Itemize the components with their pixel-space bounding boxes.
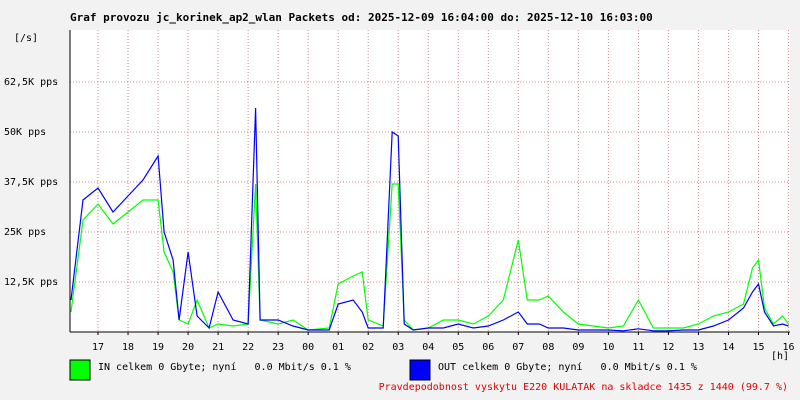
y-tick-label: 25K pps: [4, 227, 46, 238]
x-tick-label: 00: [302, 342, 314, 353]
x-tick-label: 07: [512, 342, 524, 353]
lines: [70, 107, 789, 332]
y-tick-label: 62,5K pps: [4, 77, 58, 88]
grid: [70, 30, 790, 332]
chart-title: Graf provozu jc_korinek_ap2_wlan Packets…: [70, 11, 653, 24]
x-tick-label: 02: [362, 342, 374, 353]
x-tick-label: 18: [122, 342, 134, 353]
y-tick-label: 12,5K pps: [4, 277, 58, 288]
series-line: [70, 183, 789, 331]
x-tick-label: 08: [542, 342, 554, 353]
legend-swatch: [69, 359, 91, 381]
y-tick-label: 37,5K pps: [4, 177, 58, 188]
x-tick-label: 09: [572, 342, 584, 353]
x-tick-label: 22: [242, 342, 254, 353]
x-tick-label: 12: [662, 342, 674, 353]
x-tick-label: 11: [632, 342, 644, 353]
x-tick-label: 23: [272, 342, 284, 353]
x-tick-label: 15: [752, 342, 764, 353]
x-tick-label: 20: [182, 342, 194, 353]
y-tick-label: 50K pps: [4, 127, 46, 138]
x-tick-label: 04: [422, 342, 434, 353]
series-line: [70, 107, 789, 332]
x-tick-label: 14: [722, 342, 734, 353]
legend-label: OUT celkem 0 Gbyte; nyní 0.0 Mbit/s 0.1 …: [438, 361, 697, 373]
x-tick-label: 06: [482, 342, 494, 353]
y-axis-label: [/s]: [14, 33, 38, 44]
x-tick-label: 13: [692, 342, 704, 353]
x-tick-label: 05: [452, 342, 464, 353]
x-tick-label: 01: [332, 342, 344, 353]
legend-swatch: [409, 359, 431, 381]
x-tick-label: 17: [92, 342, 104, 353]
x-tick-label: 03: [392, 342, 404, 353]
x-tick-label: 16: [782, 342, 794, 353]
legend-label: IN celkem 0 Gbyte; nyní 0.0 Mbit/s 0.1 %: [98, 361, 351, 373]
footer: Pravdepodobnost vyskytu E220 KULATAK na …: [379, 382, 788, 393]
x-tick-label: 21: [212, 342, 224, 353]
x-tick-label: 10: [602, 342, 614, 353]
x-tick-label: 19: [152, 342, 164, 353]
x-axis-label: [h]: [771, 351, 789, 362]
plot-area: [70, 30, 790, 332]
